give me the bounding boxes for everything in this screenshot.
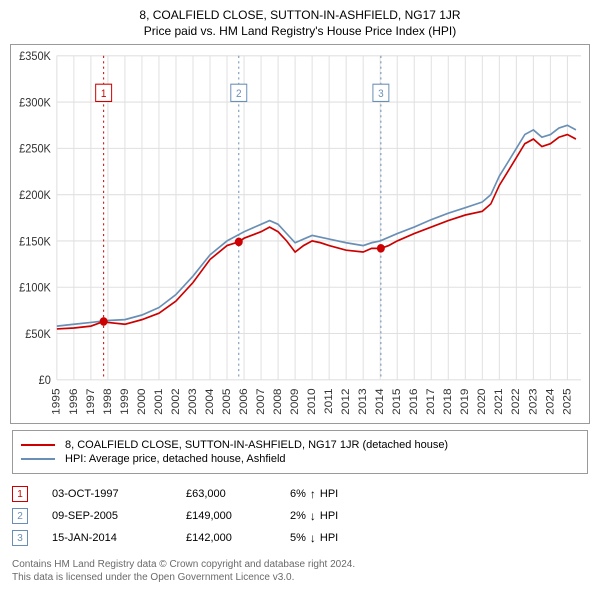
sale-event-diff: 6%↑HPI (290, 487, 338, 501)
svg-text:2024: 2024 (545, 388, 557, 415)
line-chart: £0 £50K £100K £150K £200K £250K £300K £350K 1995… (10, 44, 590, 424)
svg-text:2023: 2023 (528, 388, 540, 414)
page: 8, COALFIELD CLOSE, SUTTON-IN-ASHFIELD, … (0, 0, 600, 590)
sale-event-badge: 2 (12, 508, 28, 524)
legend-item: 8, COALFIELD CLOSE, SUTTON-IN-ASHFIELD, … (21, 439, 579, 451)
svg-text:2021: 2021 (494, 388, 506, 414)
sale-event-date: 15-JAN-2014 (52, 532, 162, 544)
attribution: Contains HM Land Registry data © Crown c… (12, 558, 588, 584)
svg-text:1999: 1999 (119, 388, 131, 414)
legend-swatch (21, 458, 55, 460)
svg-text:2001: 2001 (153, 388, 165, 414)
chart-title-line1: 8, COALFIELD CLOSE, SUTTON-IN-ASHFIELD, … (10, 8, 590, 22)
sale-event-date: 03-OCT-1997 (52, 488, 162, 500)
svg-text:2018: 2018 (443, 388, 455, 414)
sale-event-row: 1 03-OCT-1997 £63,000 6%↑HPI (12, 486, 588, 502)
svg-text:£250K: £250K (19, 143, 51, 155)
svg-text:2006: 2006 (238, 388, 250, 414)
svg-text:2005: 2005 (221, 388, 233, 414)
svg-text:2016: 2016 (409, 388, 421, 414)
svg-text:£300K: £300K (19, 97, 51, 109)
svg-text:£350K: £350K (19, 51, 51, 63)
chart-legend: 8, COALFIELD CLOSE, SUTTON-IN-ASHFIELD, … (12, 430, 588, 474)
legend-item: HPI: Average price, detached house, Ashf… (21, 453, 579, 465)
sale-event-diff: 5%↓HPI (290, 531, 338, 545)
svg-text:2013: 2013 (357, 388, 369, 414)
svg-text:2012: 2012 (340, 388, 352, 414)
svg-text:1: 1 (101, 89, 107, 100)
sale-event-row: 3 15-JAN-2014 £142,000 5%↓HPI (12, 530, 588, 546)
sale-events: 1 03-OCT-1997 £63,000 6%↑HPI 2 09-SEP-2005 £14… (12, 480, 588, 552)
svg-text:2014: 2014 (374, 388, 386, 415)
svg-text:2003: 2003 (187, 388, 199, 414)
chart-titles: 8, COALFIELD CLOSE, SUTTON-IN-ASHFIELD, … (10, 8, 590, 38)
chart-title-line2: Price paid vs. HM Land Registry's House … (10, 24, 590, 38)
svg-text:1996: 1996 (68, 388, 80, 414)
sale-event-price: £142,000 (186, 532, 266, 544)
svg-text:2020: 2020 (477, 388, 489, 414)
svg-text:2017: 2017 (426, 388, 438, 414)
svg-text:3: 3 (378, 89, 384, 100)
svg-text:£50K: £50K (25, 328, 51, 340)
svg-text:2019: 2019 (460, 388, 472, 414)
svg-text:2025: 2025 (562, 388, 574, 414)
svg-text:2009: 2009 (289, 388, 301, 414)
legend-swatch (21, 444, 55, 446)
svg-text:£200K: £200K (19, 190, 51, 202)
svg-text:£100K: £100K (19, 282, 51, 294)
sale-event-row: 2 09-SEP-2005 £149,000 2%↓HPI (12, 508, 588, 524)
sale-event-date: 09-SEP-2005 (52, 510, 162, 522)
legend-label: HPI: Average price, detached house, Ashf… (65, 453, 286, 465)
svg-text:2011: 2011 (323, 388, 335, 414)
svg-text:2008: 2008 (272, 388, 284, 414)
svg-text:2010: 2010 (306, 388, 318, 414)
svg-text:1997: 1997 (85, 388, 97, 414)
svg-text:1998: 1998 (102, 388, 114, 414)
footer-line2: This data is licensed under the Open Gov… (12, 571, 588, 584)
svg-text:2002: 2002 (170, 388, 182, 414)
svg-text:£150K: £150K (19, 236, 51, 248)
svg-text:2000: 2000 (136, 388, 148, 414)
sale-event-badge: 3 (12, 530, 28, 546)
sale-event-price: £63,000 (186, 488, 266, 500)
legend-label: 8, COALFIELD CLOSE, SUTTON-IN-ASHFIELD, … (65, 439, 448, 451)
footer-line1: Contains HM Land Registry data © Crown c… (12, 558, 588, 571)
svg-text:2004: 2004 (204, 388, 216, 415)
svg-text:£0: £0 (39, 375, 51, 387)
svg-text:2022: 2022 (511, 388, 523, 414)
svg-text:2: 2 (236, 89, 242, 100)
sale-event-price: £149,000 (186, 510, 266, 522)
svg-text:2015: 2015 (391, 388, 403, 414)
svg-text:2007: 2007 (255, 388, 267, 414)
svg-text:1995: 1995 (51, 388, 63, 414)
sale-event-diff: 2%↓HPI (290, 509, 338, 523)
sale-event-badge: 1 (12, 486, 28, 502)
